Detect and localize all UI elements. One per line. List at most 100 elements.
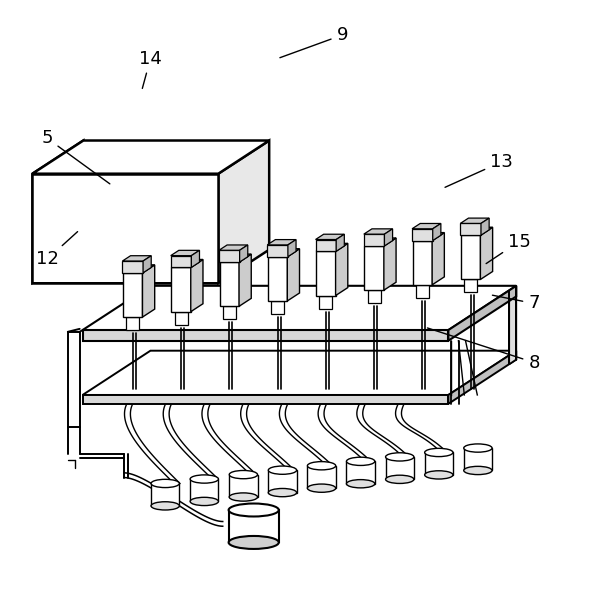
Text: 7: 7	[493, 294, 540, 313]
Polygon shape	[83, 286, 516, 330]
Polygon shape	[316, 243, 348, 251]
Polygon shape	[432, 232, 444, 285]
Ellipse shape	[425, 449, 453, 456]
Polygon shape	[68, 332, 80, 427]
Ellipse shape	[464, 466, 492, 475]
Polygon shape	[32, 140, 83, 283]
Text: 13: 13	[445, 153, 513, 188]
Polygon shape	[271, 301, 284, 314]
Text: 8: 8	[427, 328, 540, 371]
Polygon shape	[509, 286, 516, 364]
Polygon shape	[464, 448, 492, 470]
Polygon shape	[190, 479, 218, 501]
Ellipse shape	[268, 489, 297, 497]
Ellipse shape	[151, 502, 179, 510]
Polygon shape	[171, 250, 199, 256]
Polygon shape	[461, 227, 493, 235]
Polygon shape	[229, 475, 258, 497]
Polygon shape	[368, 285, 389, 290]
Polygon shape	[123, 261, 143, 273]
Polygon shape	[219, 254, 251, 262]
Polygon shape	[365, 246, 384, 290]
Polygon shape	[175, 312, 188, 325]
Ellipse shape	[229, 536, 278, 549]
Polygon shape	[267, 240, 296, 245]
Polygon shape	[432, 223, 441, 240]
Polygon shape	[316, 234, 345, 240]
Polygon shape	[175, 307, 196, 312]
Polygon shape	[142, 265, 155, 317]
Polygon shape	[316, 251, 336, 296]
Polygon shape	[464, 274, 486, 279]
Polygon shape	[191, 259, 203, 312]
Polygon shape	[460, 223, 481, 235]
Polygon shape	[319, 296, 332, 308]
Polygon shape	[83, 330, 448, 341]
Polygon shape	[123, 265, 155, 273]
Polygon shape	[346, 461, 375, 484]
Polygon shape	[126, 312, 148, 317]
Polygon shape	[171, 268, 191, 312]
Polygon shape	[425, 452, 453, 475]
Polygon shape	[481, 218, 489, 235]
Polygon shape	[364, 229, 392, 234]
Polygon shape	[268, 249, 300, 257]
Polygon shape	[83, 395, 448, 404]
Polygon shape	[171, 256, 191, 268]
Polygon shape	[267, 245, 288, 257]
Polygon shape	[336, 243, 348, 296]
Polygon shape	[412, 223, 441, 229]
Polygon shape	[32, 140, 269, 174]
Polygon shape	[316, 240, 336, 251]
Ellipse shape	[307, 461, 336, 470]
Polygon shape	[460, 218, 489, 223]
Polygon shape	[223, 301, 244, 307]
Polygon shape	[416, 279, 437, 285]
Ellipse shape	[268, 466, 297, 474]
Polygon shape	[412, 232, 444, 240]
Ellipse shape	[307, 484, 336, 492]
Polygon shape	[126, 317, 139, 330]
Polygon shape	[32, 174, 218, 283]
Polygon shape	[287, 249, 300, 301]
Polygon shape	[480, 227, 493, 279]
Ellipse shape	[346, 480, 375, 488]
Polygon shape	[219, 262, 239, 307]
Text: 15: 15	[486, 232, 530, 263]
Polygon shape	[83, 351, 516, 395]
Polygon shape	[223, 307, 236, 319]
Polygon shape	[271, 296, 292, 301]
Ellipse shape	[230, 493, 258, 501]
Polygon shape	[385, 229, 392, 246]
Ellipse shape	[346, 457, 375, 466]
Polygon shape	[368, 290, 381, 303]
Ellipse shape	[229, 504, 278, 517]
Polygon shape	[412, 240, 432, 285]
Polygon shape	[416, 285, 429, 298]
Ellipse shape	[386, 475, 414, 483]
Polygon shape	[218, 140, 269, 283]
Text: 12: 12	[36, 232, 78, 268]
Ellipse shape	[425, 471, 453, 479]
Polygon shape	[336, 234, 345, 251]
Polygon shape	[219, 245, 248, 250]
Ellipse shape	[386, 453, 414, 461]
Polygon shape	[123, 273, 142, 317]
Text: 5: 5	[41, 129, 110, 184]
Polygon shape	[219, 250, 240, 262]
Text: 9: 9	[280, 26, 348, 58]
Ellipse shape	[230, 470, 258, 479]
Polygon shape	[464, 279, 477, 293]
Polygon shape	[448, 351, 516, 404]
Polygon shape	[171, 259, 203, 268]
Polygon shape	[364, 234, 385, 246]
Polygon shape	[384, 238, 396, 290]
Text: 14: 14	[139, 50, 162, 89]
Ellipse shape	[151, 480, 179, 487]
Polygon shape	[191, 250, 199, 268]
Ellipse shape	[190, 497, 218, 506]
Polygon shape	[143, 256, 151, 273]
Polygon shape	[386, 457, 414, 480]
Polygon shape	[268, 257, 287, 301]
Polygon shape	[151, 483, 179, 506]
